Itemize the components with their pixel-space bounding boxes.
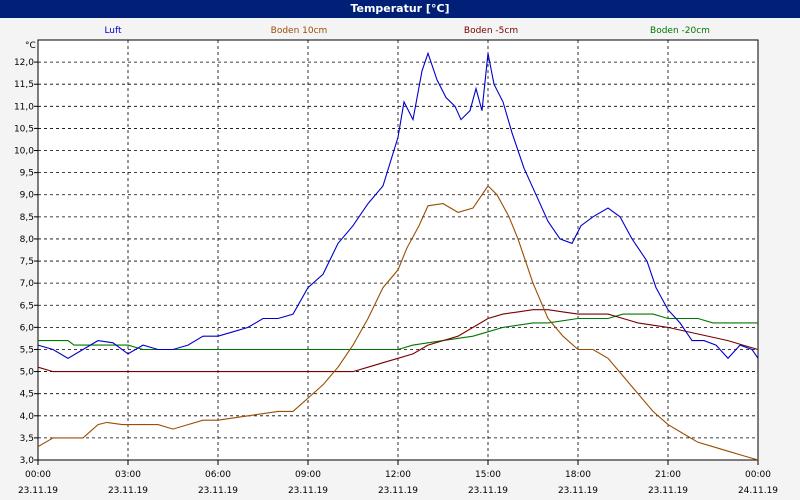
legend-item: Boden -5cm xyxy=(464,26,518,36)
y-tick-label: 7,5 xyxy=(20,257,34,267)
series-line-boden-10cm xyxy=(37,185,759,461)
y-tick-label: 3,0 xyxy=(20,456,35,466)
legend-item: Boden 10cm xyxy=(271,26,328,36)
x-tick-time-label: 18:00 xyxy=(565,470,591,480)
series-lines xyxy=(37,51,759,461)
legend-item: Boden -20cm xyxy=(650,26,710,36)
x-tick-date-label: 23.11.19 xyxy=(108,486,148,496)
y-tick-label: 5,5 xyxy=(20,345,34,355)
y-tick-label: 10,5 xyxy=(14,124,34,134)
series-line-boden-5cm xyxy=(37,309,759,373)
legend-item: Luft xyxy=(104,26,122,36)
x-tick-time-label: 12:00 xyxy=(385,470,411,480)
x-tick-date-label: 24.11.19 xyxy=(738,486,778,496)
y-tick-label: 9,0 xyxy=(20,191,35,201)
chart-title: Temperatur [°C] xyxy=(0,0,800,18)
x-tick-time-label: 00:00 xyxy=(25,470,51,480)
x-tick-date-label: 23.11.19 xyxy=(198,486,238,496)
y-tick-label: 5,0 xyxy=(20,368,35,378)
x-tick-time-label: 06:00 xyxy=(205,470,231,480)
x-tick-date-label: 23.11.19 xyxy=(648,486,688,496)
x-tick-time-label: 21:00 xyxy=(655,470,681,480)
legend: Luft Boden 10cm Boden -5cm Boden -20cm xyxy=(104,26,710,36)
y-tick-label: 3,5 xyxy=(20,434,34,444)
y-tick-label: 6,0 xyxy=(20,323,35,333)
x-tick-time-label: 03:00 xyxy=(115,470,141,480)
grid-lines xyxy=(38,40,758,461)
x-tick-date-label: 23.11.19 xyxy=(18,486,58,496)
x-axis: 00:00 23.11.19 03:00 23.11.19 06:00 23.11.19 0… xyxy=(18,460,778,496)
y-tick-label: 4,5 xyxy=(20,390,34,400)
x-tick-date-label: 23.11.19 xyxy=(288,486,328,496)
x-tick-date-label: 23.11.19 xyxy=(468,486,508,496)
y-tick-label: 11,0 xyxy=(14,102,34,112)
x-tick-time-label: 09:00 xyxy=(295,470,321,480)
series-line-boden-20cm xyxy=(38,313,758,351)
y-tick-label: 7,0 xyxy=(20,279,35,289)
y-tick-label: 8,5 xyxy=(20,213,34,223)
y-axis: 3,0 3,5 4,0 4,5 5,0 5,5 6,0 6,5 7,0 7,5 8,0 8,5 9,0 9… xyxy=(14,58,38,466)
y-unit-label: °C xyxy=(25,41,36,51)
y-tick-label: 6,5 xyxy=(20,301,34,311)
y-tick-label: 11,5 xyxy=(14,80,34,90)
series-line-luft xyxy=(37,51,759,360)
y-tick-label: 10,0 xyxy=(14,147,34,157)
x-tick-date-label: 23.11.19 xyxy=(378,486,418,496)
y-tick-label: 12,0 xyxy=(14,58,34,68)
y-tick-label: 8,0 xyxy=(20,235,35,245)
x-tick-time-label: 00:00 xyxy=(745,470,771,480)
x-tick-date-label: 23.11.19 xyxy=(558,486,598,496)
x-tick-time-label: 15:00 xyxy=(475,470,501,480)
y-tick-label: 9,5 xyxy=(20,169,34,179)
y-tick-label: 4,0 xyxy=(20,412,35,422)
